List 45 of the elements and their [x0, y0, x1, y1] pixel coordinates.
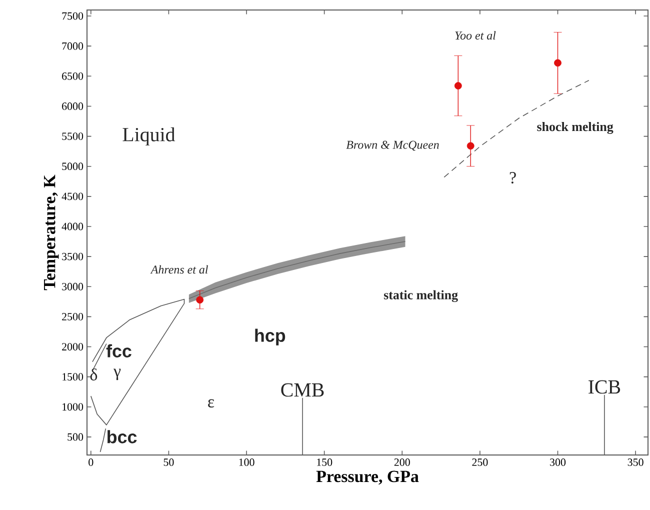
- y-tick-label: 5000: [62, 162, 84, 170]
- y-axis-title: Temperature, K: [44, 174, 59, 290]
- y-tick-label: 500: [68, 433, 84, 441]
- y-tick-label: 1500: [62, 373, 84, 381]
- x-tick-label: 0: [88, 458, 94, 466]
- point: [196, 296, 204, 304]
- point: [554, 59, 562, 67]
- y-tick-label: 2500: [62, 313, 84, 320]
- y-tick-label: 3500: [62, 252, 84, 260]
- x-tick-label: 150: [317, 458, 332, 466]
- annotation: CMB: [281, 383, 324, 397]
- annotation: static melting: [384, 290, 458, 302]
- annotation: ?: [510, 172, 516, 184]
- x-tick-label: 300: [550, 458, 566, 466]
- x-tick-label: 200: [394, 458, 410, 466]
- y-tick-label: 6500: [62, 72, 84, 80]
- y-tick-label: 4500: [62, 192, 84, 200]
- x-tick-label: 50: [164, 458, 174, 466]
- x-tick-label: 100: [239, 458, 254, 466]
- y-tick-label: 5500: [62, 132, 84, 140]
- annotation: Liquid: [122, 127, 176, 146]
- x-tick-label: 250: [472, 458, 488, 466]
- point: [454, 82, 462, 90]
- annotation: ICB: [588, 380, 620, 394]
- y-tick-label: 4000: [62, 222, 84, 230]
- annotation: Ahrens et al: [150, 265, 208, 274]
- annotation: γ: [114, 368, 121, 380]
- y-tick-label: 6000: [62, 102, 84, 110]
- annotation: δ: [90, 368, 98, 380]
- x-axis-title: Pressure, GPa: [316, 470, 419, 485]
- annotation: bcc: [108, 430, 137, 444]
- x-tick-label: 350: [628, 458, 644, 466]
- annotation: shock melting: [537, 122, 614, 134]
- y-tick-label: 7000: [62, 42, 84, 50]
- annotation: Brown & McQueen: [346, 140, 439, 151]
- line-series: [90, 298, 185, 426]
- annotation: fcc: [106, 344, 132, 358]
- y-tick-label: 1000: [62, 403, 84, 411]
- y-tick-label: 3000: [62, 282, 84, 290]
- y-tick-label: 7500: [62, 12, 84, 20]
- y-tick-label: 2000: [62, 343, 84, 350]
- annotation: hcp: [255, 328, 286, 346]
- point: [466, 142, 474, 150]
- annotation: ε: [208, 399, 214, 408]
- annotation: Yoo et al: [455, 31, 496, 40]
